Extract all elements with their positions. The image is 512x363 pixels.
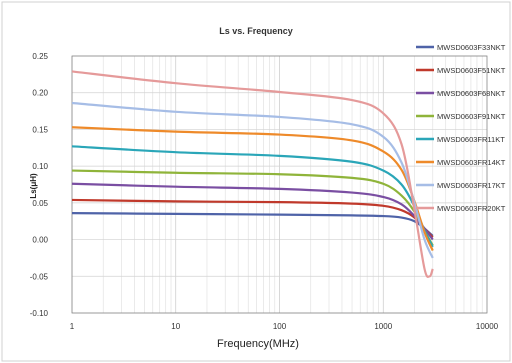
x-tick-label: 10000: [476, 322, 499, 331]
chart-title: Ls vs. Frequency: [219, 26, 293, 36]
legend: MWSD0603F33NKT MWSD0603F51NKT MWSD0603F68N…: [416, 43, 506, 213]
legend-label: MWSD0603FR17KT: [437, 181, 506, 190]
y-axis-title: Ls(μH): [29, 173, 38, 199]
y-tick-label: 0.10: [32, 162, 48, 171]
y-tick-label: -0.05: [30, 272, 49, 281]
legend-label: MWSD0603F33NKT: [437, 43, 506, 52]
series-lines: [71, 70, 434, 278]
legend-label: MWSD0603FR14KT: [437, 158, 506, 167]
y-tick-label: 0.20: [32, 89, 48, 98]
tick-labels: 1 10 100 1000 10000 -0.10 -0.05 0.00 0.05 0.10 0.1…: [30, 52, 499, 331]
series-line-mwsd0603fr20kt: [71, 70, 434, 278]
series-line-mwsd0603fr14kt: [71, 126, 434, 252]
x-tick-label: 100: [273, 322, 287, 331]
series-line-mwsd0603fr17kt: [71, 101, 434, 259]
y-tick-label: 0.15: [32, 125, 48, 134]
legend-label: MWSD0603FR20KT: [437, 204, 506, 213]
x-tick-label: 10: [171, 322, 180, 331]
x-axis-title: Frequency(MHz): [217, 338, 299, 350]
y-tick-label: -0.10: [30, 309, 49, 318]
legend-label: MWSD0603F91NKT: [437, 112, 506, 121]
y-tick-label: 0.05: [32, 199, 48, 208]
x-tick-label: 1: [70, 322, 75, 331]
x-tick-label: 1000: [374, 322, 392, 331]
y-tick-label: 0.25: [32, 52, 48, 61]
legend-label: MWSD0603F68NKT: [437, 89, 506, 98]
legend-label: MWSD0603F51NKT: [437, 66, 506, 75]
legend-label: MWSD0603FR11KT: [437, 135, 505, 144]
y-tick-label: 0.00: [32, 236, 48, 245]
